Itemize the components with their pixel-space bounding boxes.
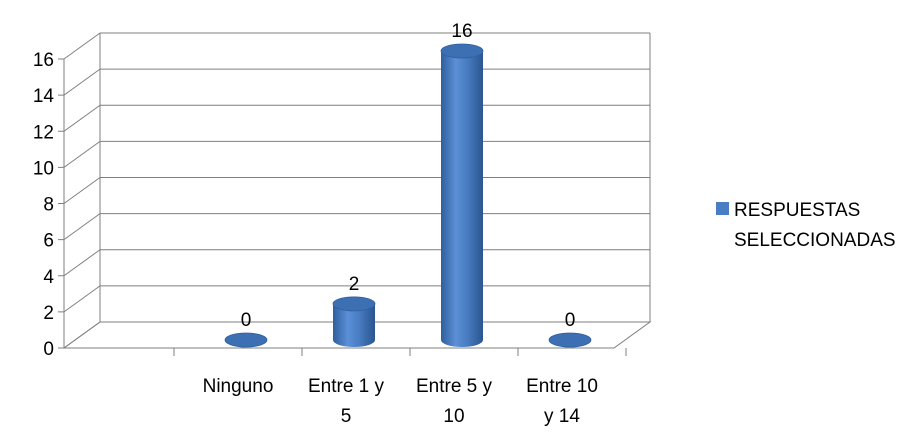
y-tick-label-8: 16 <box>33 50 54 71</box>
y-tick-label-0: 0 <box>43 339 54 360</box>
bar-top-0 <box>224 332 268 348</box>
gridline-side-2 <box>63 249 101 277</box>
gridline-side-7 <box>63 68 101 96</box>
y-tick-label-7: 14 <box>33 86 55 107</box>
y-tick-label-1: 2 <box>43 303 54 324</box>
y-tick-label-5: 10 <box>33 158 54 179</box>
data-labels: 0 2 16 0 <box>241 21 576 331</box>
bar-top-3 <box>548 332 592 348</box>
y-tick-label-3: 6 <box>43 231 54 252</box>
bar-3 <box>548 332 592 348</box>
gridline-side-4 <box>63 177 101 204</box>
bar-0 <box>224 332 268 348</box>
bar-body-1 <box>333 303 375 347</box>
data-label-1: 2 <box>349 274 360 295</box>
bar-2 <box>440 43 484 347</box>
gridline-side-6 <box>63 104 101 132</box>
bars <box>224 43 592 348</box>
legend-swatch <box>716 202 729 215</box>
x-category-label-3-0: Entre 10 <box>526 376 598 397</box>
data-label-3: 0 <box>565 310 576 331</box>
data-label-2: 16 <box>451 21 472 42</box>
legend-label-0: RESPUESTAS <box>734 200 860 221</box>
x-category-label-2-0: Entre 5 y <box>416 376 493 397</box>
x-category-label-2-1: 10 <box>443 406 464 427</box>
x-category-label-1-1: 5 <box>341 406 352 427</box>
bar-top-1 <box>332 296 376 312</box>
x-category-label-3-1: y 14 <box>544 406 580 427</box>
legend: RESPUESTAS SELECCIONADAS <box>716 200 896 251</box>
bar-1 <box>332 296 376 347</box>
gridline-side-8 <box>63 32 101 60</box>
y-tick-label-2: 4 <box>43 267 54 288</box>
gridline-side-3 <box>63 213 101 241</box>
bar-body-2 <box>441 51 483 347</box>
gridline-side-1 <box>63 285 101 313</box>
y-tick-label-6: 12 <box>33 122 54 143</box>
data-label-0: 0 <box>241 310 252 331</box>
legend-label-1: SELECCIONADAS <box>734 230 896 251</box>
bar-top-2 <box>440 43 484 59</box>
y-tick-label-4: 8 <box>43 195 54 216</box>
x-category-label-0-0: Ninguno <box>203 376 274 397</box>
x-axis-categories: Ninguno Entre 1 y 5 Entre 5 y 10 Entre 10 y 14 <box>173 348 627 427</box>
gridline-side-0 <box>63 321 101 349</box>
x-category-label-1-0: Entre 1 y <box>308 376 385 397</box>
gridline-side-5 <box>63 140 101 168</box>
y-axis-ticks: 0 2 4 6 8 10 12 14 16 <box>33 50 64 360</box>
